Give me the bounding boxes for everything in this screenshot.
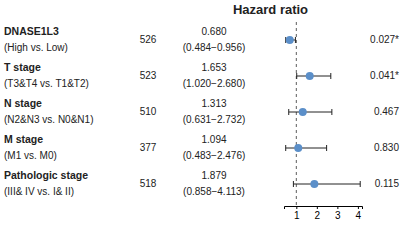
row-n: 510 [140,106,157,117]
hr-label: 1.094 [201,134,226,145]
row-texts: DNASE1L3 (High vs. Low) 526 0.680 (0.484−0.9… [4,25,399,197]
tick-label: 1 [294,210,300,221]
p-value: 0.830 [374,142,399,153]
hr-label: 0.680 [201,26,226,37]
tick-label: 4 [356,210,362,221]
ci-label: (1.020−2.680) [183,78,246,89]
row-comparison: (III& IV vs. I& II) [4,186,74,197]
row-label: DNASE1L3 [4,25,59,37]
row-comparison: (T3&T4 vs. T1&T2) [4,78,89,89]
axis-line [285,207,363,210]
p-value: 0.115 [375,178,400,189]
ci-label: (0.484−0.956) [183,42,246,53]
row-label: T stage [4,61,41,73]
row-label: M stage [4,133,43,145]
ci-line [297,76,331,77]
hr-point [294,144,302,152]
tick-mark [317,206,318,209]
ci-line [286,148,327,149]
ci-cap [296,73,297,79]
hr-label: 1.313 [201,98,226,109]
row-n: 523 [140,70,157,81]
ci-label: (0.858−4.113) [183,186,245,197]
ci-cap [288,109,289,115]
tick: 3 [335,206,341,221]
row-comparison: (M1 vs. M0) [4,150,57,161]
hr-point [310,180,318,188]
ci-cap [293,181,294,187]
ci-label: (0.483−2.476) [183,150,246,161]
row-n: 526 [140,34,157,45]
ci-line [293,184,360,185]
ci-cap [285,145,286,151]
hr-point [306,72,314,80]
tick-label: 2 [315,210,321,221]
row-n: 377 [140,142,157,153]
x-axis: 1 2 3 4 [285,206,363,221]
reference-line [296,22,297,206]
hr-label: 1.879 [201,170,226,181]
ci-cap [360,181,361,187]
row-n: 518 [140,178,157,189]
ci-cap [330,73,331,79]
hr-label: 1.653 [201,62,226,73]
row-label: N stage [4,97,42,109]
ci-cap [331,109,332,115]
tick: 2 [315,206,321,221]
row-comparison: (High vs. Low) [4,42,68,53]
p-value: 0.467 [374,106,399,117]
plot-area [286,22,361,206]
ci-cap [295,37,296,43]
ci-line [289,112,332,113]
title: Hazard ratio [233,2,308,17]
ci-cap [326,145,327,151]
tick-mark [296,206,297,209]
ci-label: (0.631−2.732) [183,114,246,125]
tick-mark [337,206,338,209]
tick-mark [358,206,359,209]
tick-label: 3 [335,210,341,221]
row-label: Pathologic stage [4,169,88,181]
hr-point [286,36,294,44]
chart: Hazard ratio DNASE1L3 (High vs. Low) 526 0.6… [0,0,401,228]
p-value: 0.041* [370,70,399,81]
tick: 4 [356,206,362,221]
tick: 1 [294,206,300,221]
hr-point [299,108,307,116]
p-value: 0.027* [370,34,399,45]
row-comparison: (N2&N3 vs. N0&N1) [4,114,93,125]
